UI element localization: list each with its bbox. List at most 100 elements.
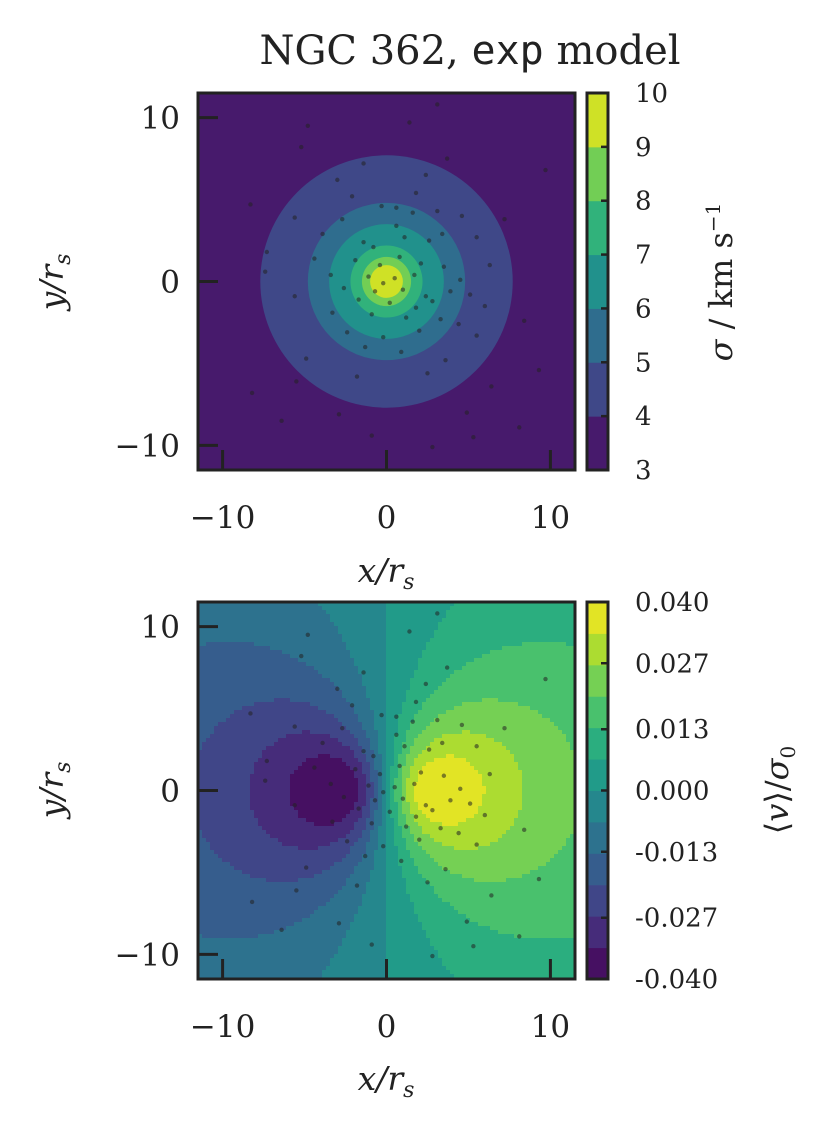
sigma-star-19 bbox=[440, 231, 445, 237]
velocity-star-17 bbox=[402, 744, 407, 749]
velocity-star-33 bbox=[458, 786, 463, 792]
velocity-xtick-label-0: −10 bbox=[190, 1009, 255, 1045]
velocity-star-80 bbox=[394, 732, 399, 737]
velocity-star-38 bbox=[448, 798, 453, 803]
sigma-star-50 bbox=[438, 317, 443, 322]
sigma-colorbar-tick-label-6: 9 bbox=[635, 133, 652, 163]
sigma-star-31 bbox=[392, 276, 397, 281]
velocity-star-36 bbox=[400, 796, 406, 801]
velocity-star-56 bbox=[362, 853, 368, 859]
velocity-star-60 bbox=[294, 888, 299, 893]
sigma-star-54 bbox=[417, 328, 422, 333]
sigma-star-21 bbox=[312, 256, 317, 261]
velocity-xtick-label-1: 0 bbox=[377, 1009, 397, 1045]
sigma-colorbar-tick-label-0: 3 bbox=[635, 456, 652, 486]
velocity-colorbar-band-0 bbox=[587, 947, 608, 980]
sigma-star-0 bbox=[435, 102, 440, 107]
sigma-star-22 bbox=[353, 257, 358, 263]
sigma-colorbar-band-9 bbox=[587, 93, 608, 148]
sigma-star-18 bbox=[426, 238, 432, 243]
sigma-star-5 bbox=[292, 215, 297, 220]
sigma-star-61 bbox=[354, 374, 360, 379]
sigma-star-25 bbox=[418, 261, 424, 266]
sigma-star-43 bbox=[413, 305, 419, 310]
sigma-star-79 bbox=[349, 194, 355, 199]
sigma-ytick-label-0: −10 bbox=[115, 428, 180, 464]
sigma-contour-fill bbox=[198, 93, 575, 470]
sigma-star-72 bbox=[517, 425, 522, 430]
sigma-star-75 bbox=[444, 156, 450, 161]
sigma-star-55 bbox=[474, 333, 479, 338]
velocity-star-42 bbox=[387, 809, 392, 815]
velocity-star-58 bbox=[443, 866, 448, 872]
sigma-star-44 bbox=[430, 298, 435, 304]
velocity-star-25 bbox=[418, 770, 424, 775]
velocity-star-57 bbox=[399, 858, 404, 864]
sigma-star-23 bbox=[377, 262, 383, 268]
sigma-colorbar-band-3 bbox=[587, 416, 608, 471]
velocity-xtick-label-2: 10 bbox=[531, 1009, 570, 1045]
velocity-star-72 bbox=[517, 934, 522, 939]
velocity-star-54 bbox=[417, 837, 422, 842]
sigma-star-34 bbox=[341, 285, 347, 291]
velocity-star-66 bbox=[279, 927, 284, 933]
velocity-colorbar-band-9 bbox=[587, 664, 608, 697]
velocity-star-44 bbox=[430, 807, 435, 813]
velocity-star-23 bbox=[377, 771, 383, 777]
velocity-colorbar: -0.040 -0.027 -0.013 0.000 0.013 0.027 0.040 bbox=[585, 588, 718, 995]
velocity-star-points bbox=[248, 611, 548, 959]
velocity-colorbar-band-3 bbox=[587, 853, 608, 886]
velocity-star-43 bbox=[413, 814, 419, 819]
velocity-star-47 bbox=[330, 819, 335, 824]
velocity-star-41 bbox=[356, 806, 361, 811]
velocity-star-14 bbox=[361, 748, 366, 754]
velocity-colorbar-label: ⟨v⟩/σ0 bbox=[758, 746, 800, 834]
velocity-star-35 bbox=[372, 798, 378, 803]
velocity-contour-fill bbox=[198, 602, 575, 979]
sigma-star-64 bbox=[536, 367, 542, 373]
sigma-star-32 bbox=[412, 272, 417, 278]
velocity-star-28 bbox=[263, 778, 268, 783]
sigma-xtick-label-1: 0 bbox=[377, 500, 397, 536]
sigma-star-74 bbox=[423, 172, 429, 178]
velocity-colorbar-tick-label-0: -0.040 bbox=[635, 965, 718, 995]
sigma-star-10 bbox=[435, 208, 440, 214]
sigma-star-58 bbox=[443, 357, 448, 363]
velocity-star-68 bbox=[369, 942, 374, 947]
sigma-star-45 bbox=[482, 303, 488, 309]
sigma-star-63 bbox=[489, 384, 494, 389]
velocity-star-75 bbox=[444, 665, 450, 670]
sigma-star-33 bbox=[458, 277, 463, 283]
sigma-star-13 bbox=[320, 231, 325, 237]
velocity-star-11 bbox=[459, 722, 465, 728]
velocity-star-65 bbox=[249, 899, 255, 905]
velocity-star-46 bbox=[521, 827, 527, 833]
chart-title: NGC 362, exp model bbox=[259, 28, 680, 74]
sigma-star-16 bbox=[371, 244, 376, 250]
velocity-star-16 bbox=[371, 753, 376, 759]
velocity-star-19 bbox=[440, 740, 445, 746]
sigma-colorbar-tick-label-5: 8 bbox=[635, 187, 652, 217]
sigma-star-6 bbox=[340, 217, 345, 222]
velocity-star-77 bbox=[543, 676, 548, 682]
velocity-map-panel: −10 0 10 −10 0 10 -0.040 -0.027 -0.013 0.000 0.01… bbox=[32, 588, 800, 1103]
sigma-star-8 bbox=[394, 205, 399, 210]
velocity-star-49 bbox=[403, 824, 409, 829]
velocity-star-24 bbox=[397, 763, 402, 769]
sigma-star-41 bbox=[356, 297, 361, 302]
velocity-star-9 bbox=[410, 719, 415, 724]
velocity-star-15 bbox=[264, 758, 270, 764]
sigma-star-59 bbox=[303, 356, 309, 361]
sigma-colorbar-tick-label-4: 7 bbox=[635, 241, 652, 271]
sigma-star-66 bbox=[279, 418, 284, 424]
sigma-colorbar-band-4 bbox=[587, 362, 608, 417]
sigma-star-73 bbox=[335, 177, 340, 183]
velocity-star-76 bbox=[361, 670, 366, 675]
velocity-colorbar-band-11 bbox=[587, 602, 608, 634]
velocity-star-30 bbox=[366, 783, 371, 788]
velocity-star-21 bbox=[312, 765, 317, 770]
sigma-star-3 bbox=[299, 144, 304, 150]
velocity-star-6 bbox=[340, 726, 345, 731]
velocity-star-53 bbox=[381, 844, 386, 849]
